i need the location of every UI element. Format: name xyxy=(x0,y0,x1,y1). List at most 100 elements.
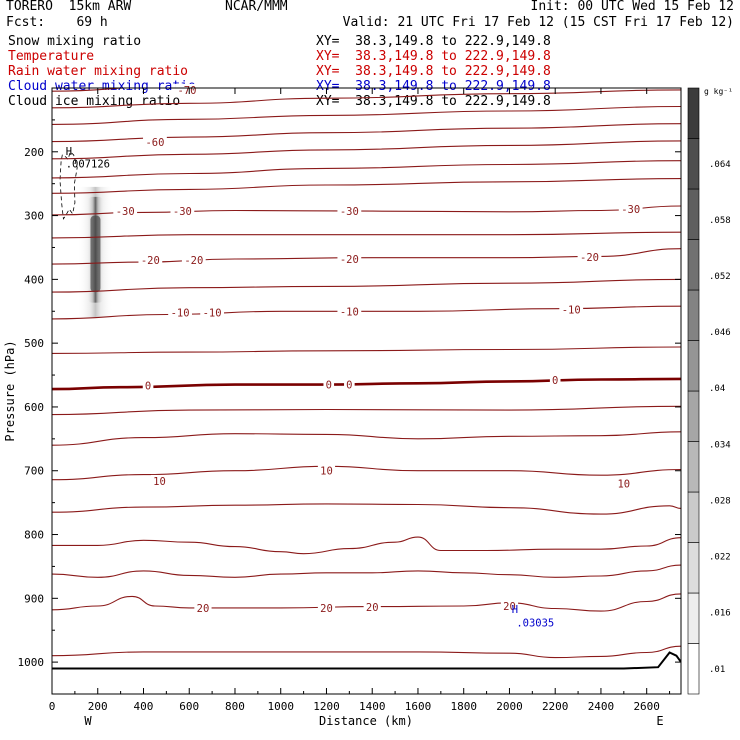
field-label-temperature: Temperature xyxy=(8,49,95,64)
isotherm-25 xyxy=(52,536,681,555)
colorbar-segment xyxy=(687,188,700,240)
contour-label-bg xyxy=(615,477,633,490)
contour-label: 20 xyxy=(366,602,379,614)
colorbar-segment xyxy=(687,87,700,139)
isotherm-m10 xyxy=(52,305,681,320)
colorbar-segment xyxy=(687,239,700,291)
colorbar-segment xyxy=(687,390,700,442)
contour-label: 0 xyxy=(326,380,332,392)
contour-label-bg xyxy=(150,474,169,487)
contour-label: -30 xyxy=(340,206,359,218)
colorbar-tick-label: .046 xyxy=(709,328,731,338)
contour-label: -60 xyxy=(145,137,164,149)
contour-label-bg xyxy=(317,464,336,477)
header-model: TORERO 15km ARW xyxy=(6,0,132,14)
contour-label: 0 xyxy=(145,380,151,392)
contour-label: 20 xyxy=(320,603,333,615)
x-tick-label: 400 xyxy=(134,700,154,713)
colorbar-segment xyxy=(687,643,700,695)
isotherm-10 xyxy=(52,431,681,446)
annotation-label: .03035 xyxy=(516,617,554,629)
x-tick-label: 2400 xyxy=(588,700,615,713)
x-tick-label: 2600 xyxy=(633,700,660,713)
x-tick-label: 1200 xyxy=(313,700,340,713)
contour-label: -30 xyxy=(173,206,192,218)
contour-label-bg xyxy=(337,252,362,265)
contour-label: 0 xyxy=(552,375,558,387)
contour-label-bg xyxy=(577,251,602,264)
x-tick-label: 600 xyxy=(179,700,199,713)
isotherm-m25 xyxy=(52,231,681,239)
contour-label-bg xyxy=(168,306,192,319)
colorbar-tick-label: .022 xyxy=(709,553,731,563)
x-tick-label: 200 xyxy=(88,700,108,713)
isotherm-m30 xyxy=(52,205,681,216)
contour-label: 10 xyxy=(617,478,630,490)
x-tick-label: 2200 xyxy=(542,700,569,713)
isotherm-m55 xyxy=(52,105,681,125)
annotation-label: .007126 xyxy=(66,159,110,171)
x-tick-label: 1000 xyxy=(267,700,294,713)
header-init: Init: 00 UTC Wed 15 Feb 12 xyxy=(530,0,735,14)
header-valid: Valid: 21 UTC Fri 17 Feb 12 (15 CST Fri … xyxy=(342,15,734,30)
contour-label-bg xyxy=(323,378,335,391)
colorbar-tick-label: .058 xyxy=(709,216,731,226)
field-xy-cloud-water: XY= 38.3,149.8 to 222.9,149.8 xyxy=(316,79,551,94)
contour-label: -10 xyxy=(171,308,190,320)
contour-label-bg xyxy=(337,205,362,218)
terrain-line xyxy=(52,651,681,670)
field-xy-rain: XY= 38.3,149.8 to 222.9,149.8 xyxy=(316,64,551,79)
endpoint-west: W xyxy=(84,714,92,728)
contour-label-bg xyxy=(559,303,584,316)
x-tick-label: 1600 xyxy=(405,700,432,713)
isotherm-5 xyxy=(52,405,681,416)
contour-label: 10 xyxy=(153,476,166,488)
contour-label: -10 xyxy=(340,306,359,318)
contour-label-bg xyxy=(363,601,381,614)
y-tick-label: 400 xyxy=(24,273,44,286)
contour-label-bg xyxy=(175,83,199,96)
contour-label-bg xyxy=(549,374,561,387)
snow-shading-max xyxy=(90,215,101,293)
contour-label: -30 xyxy=(621,204,640,216)
contour-label: -10 xyxy=(203,308,222,320)
contour-label-bg xyxy=(500,599,519,612)
colorbar-segment xyxy=(687,441,700,493)
x-tick-label: 1800 xyxy=(450,700,477,713)
header-fcst: Fcst: 69 h xyxy=(6,15,108,30)
colorbar-tick-label: .034 xyxy=(709,440,731,450)
contour-label: -20 xyxy=(340,254,359,266)
colorbar-tick-label: .04 xyxy=(709,384,725,394)
contour-label-bg xyxy=(138,254,163,267)
contour-label-bg xyxy=(142,379,154,392)
isotherm-30 xyxy=(52,564,681,578)
contour-label-bg xyxy=(194,601,212,614)
contour-label-bg xyxy=(200,306,225,319)
colorbar-segment xyxy=(687,138,700,190)
x-tick-label: 800 xyxy=(225,700,245,713)
x-tick-label: 0 xyxy=(49,700,56,713)
isotherm-m45 xyxy=(52,140,681,160)
y-tick-label: 800 xyxy=(24,529,44,542)
contour-label: -10 xyxy=(562,304,581,316)
contour-label: 10 xyxy=(320,466,333,478)
y-tick-label: 900 xyxy=(24,592,44,605)
colorbar-segment xyxy=(687,542,700,594)
contour-label-bg xyxy=(344,378,355,391)
endpoint-east: E xyxy=(656,714,663,728)
header-center: NCAR/MMM xyxy=(225,0,288,14)
annotation-label: H xyxy=(66,146,72,158)
y-axis-title: Pressure (hPa) xyxy=(3,340,17,441)
isotherm-m40 xyxy=(52,160,681,179)
isotherm-40 xyxy=(52,645,681,659)
isotherm-m15 xyxy=(52,278,681,293)
contour-label: 0 xyxy=(346,380,352,392)
y-tick-label: 700 xyxy=(24,465,44,478)
colorbar-segment xyxy=(687,340,700,392)
contour-label-bg xyxy=(317,601,336,614)
contour-label: 20 xyxy=(197,603,210,615)
annotation-label: H xyxy=(512,604,518,616)
contour-label: -30 xyxy=(116,206,135,218)
isotherm-m70 xyxy=(52,88,132,92)
